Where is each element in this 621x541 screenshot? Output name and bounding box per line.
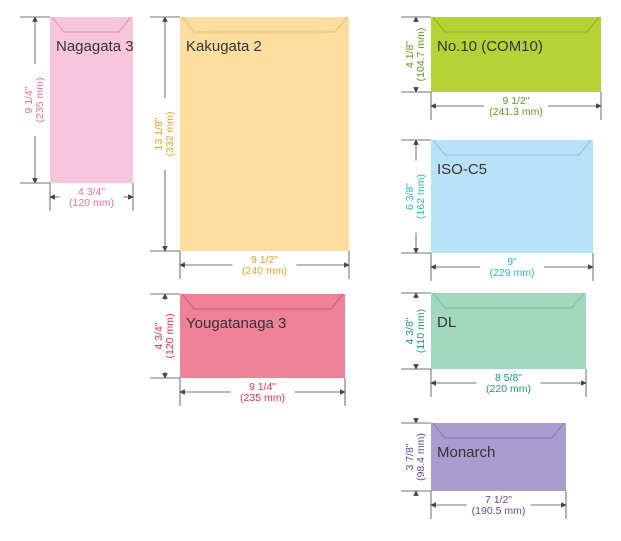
envelope-name: DL [437,314,456,331]
height-inch: 4 3/8" [404,317,416,344]
width-mm: (241.3 mm) [489,106,543,118]
envelope [431,17,601,92]
height-label: 4 1/8" (104.7 mm) [404,28,427,82]
height-label: 6 3/8" (162 mm) [404,174,427,219]
envelope-flap [432,139,592,156]
width-inch: 8 5/8" [495,372,522,384]
envelope-name: No.10 (COM10) [437,38,543,55]
envelope-flap [51,16,132,33]
height-mm: (98.4 mm) [415,433,427,481]
width-inch: 9 1/2" [502,95,529,107]
width-mm: (220 mm) [486,383,531,395]
height-label: 9 1/4" (235 mm) [23,78,46,123]
width-inch: 9 1/4" [249,381,276,393]
envelope [431,293,586,369]
height-inch: 13 1/8" [153,117,165,150]
envelope-flap [432,422,565,439]
height-inch: 6 3/8" [404,183,416,210]
envelope-name: Kakugata 2 [186,38,262,55]
envelope-name: Nagagata 3 [56,38,134,55]
envelope [180,294,345,378]
width-inch: 4 3/4" [78,186,105,198]
height-mm: (162 mm) [415,174,427,219]
envelope-name: ISO-C5 [437,161,487,178]
envelope-name: Monarch [437,444,495,461]
width-inch: 9" [507,256,517,268]
envelope-flap [181,293,344,310]
envelope [50,17,133,183]
height-label: 13 1/8" (332 mm) [153,112,176,157]
envelope-flap [181,16,348,33]
height-mm: (332 mm) [164,112,176,157]
height-label: 3 7/8" (98.4 mm) [404,433,427,481]
height-mm: (104.7 mm) [415,28,427,82]
height-inch: 9 1/4" [23,86,35,113]
height-mm: (110 mm) [415,309,427,353]
height-inch: 4 3/4" [153,322,165,349]
width-inch: 9 1/2" [251,254,278,266]
width-mm: (229 mm) [490,267,535,279]
width-mm: (240 mm) [242,265,287,277]
height-mm: (235 mm) [34,78,46,123]
envelope-flap [432,16,600,33]
envelope-flap [432,292,585,309]
width-mm: (190.5 mm) [472,505,526,517]
height-label: 4 3/8" (110 mm) [404,309,427,353]
envelope-name: Yougatanaga 3 [186,315,286,332]
width-inch: 7 1/2" [485,494,512,506]
envelope [180,17,349,251]
height-inch: 3 7/8" [404,443,416,470]
height-label: 4 3/4" (120 mm) [153,314,176,359]
envelope [431,140,593,253]
envelope [431,423,566,491]
width-mm: (120 mm) [69,197,114,209]
height-inch: 4 1/8" [404,41,416,68]
width-mm: (235 mm) [240,392,285,404]
height-mm: (120 mm) [164,314,176,359]
